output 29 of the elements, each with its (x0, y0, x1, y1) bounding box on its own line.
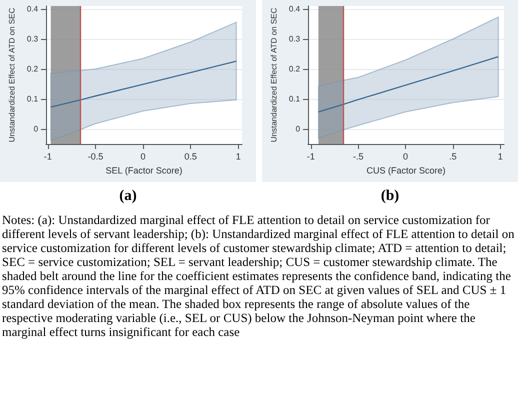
y-tick-label: 0.3 (288, 34, 301, 44)
x-tick-label: 0 (403, 152, 408, 162)
x-axis-title: SEL (Factor Score) (106, 165, 182, 176)
line-series (50, 60, 237, 108)
x-tick-label: -1 (306, 152, 315, 162)
y-axis-title: Unstandardized Effect of ATD on SEC (270, 8, 278, 142)
y-tick-label: 0 (296, 124, 301, 134)
x-tick-label: .5 (449, 152, 457, 162)
x-tick-label: 0.5 (184, 152, 197, 162)
y-tick-label: 0 (34, 124, 39, 134)
y-tick-label: 0.1 (26, 94, 39, 104)
text: (b) (380, 188, 400, 205)
x-tick-label: 0 (140, 152, 146, 162)
y-tick-label: 0.2 (26, 64, 39, 74)
x-tick-label: 1 (498, 152, 503, 162)
x-axis-title: CUS (Factor Score) (366, 165, 446, 176)
y-tick-label: 0.2 (288, 64, 301, 74)
y-tick-label: 0.3 (26, 34, 39, 44)
y-axis-title: Unstandardized Effect of ATD on SEC (8, 8, 16, 142)
y-tick-label: 0.1 (288, 94, 301, 104)
line-series (318, 56, 499, 112)
text: Notes: (a): Unstandardized marginal effect of FLE attention to detail on service customization for different levels of servant leadership; (b): Unstandardized marginal effect of FLE attention to detail on service customization for different levels of customer stewardship climate; ATD = attention to detail; SEC = service customization; SEL = servant leadership; CUS = customer stewardship climate. The shaded belt around the line for the coefficient estimates represents the confidence band, indicating the 95% confidence intervals of the marginal effect of ATD on SEC at given values of SEL and CUS ± 1 standard deviation of the mean. The shaded box represents the range of absolute values of the respective moderating variable (i.e., SEL or CUS) below the Johnson-Neyman point where the marginal effect turns insignificant for each case (2, 213, 514, 339)
x-tick-label: -0.5 (88, 152, 104, 162)
x-tick-label: 1 (236, 152, 241, 162)
x-tick-label: -1 (44, 152, 52, 162)
x-tick-label: -.5 (352, 152, 364, 162)
text: (a) (118, 188, 138, 205)
y-tick-label: 0.4 (288, 4, 301, 14)
y-tick-label: 0.4 (26, 4, 39, 14)
